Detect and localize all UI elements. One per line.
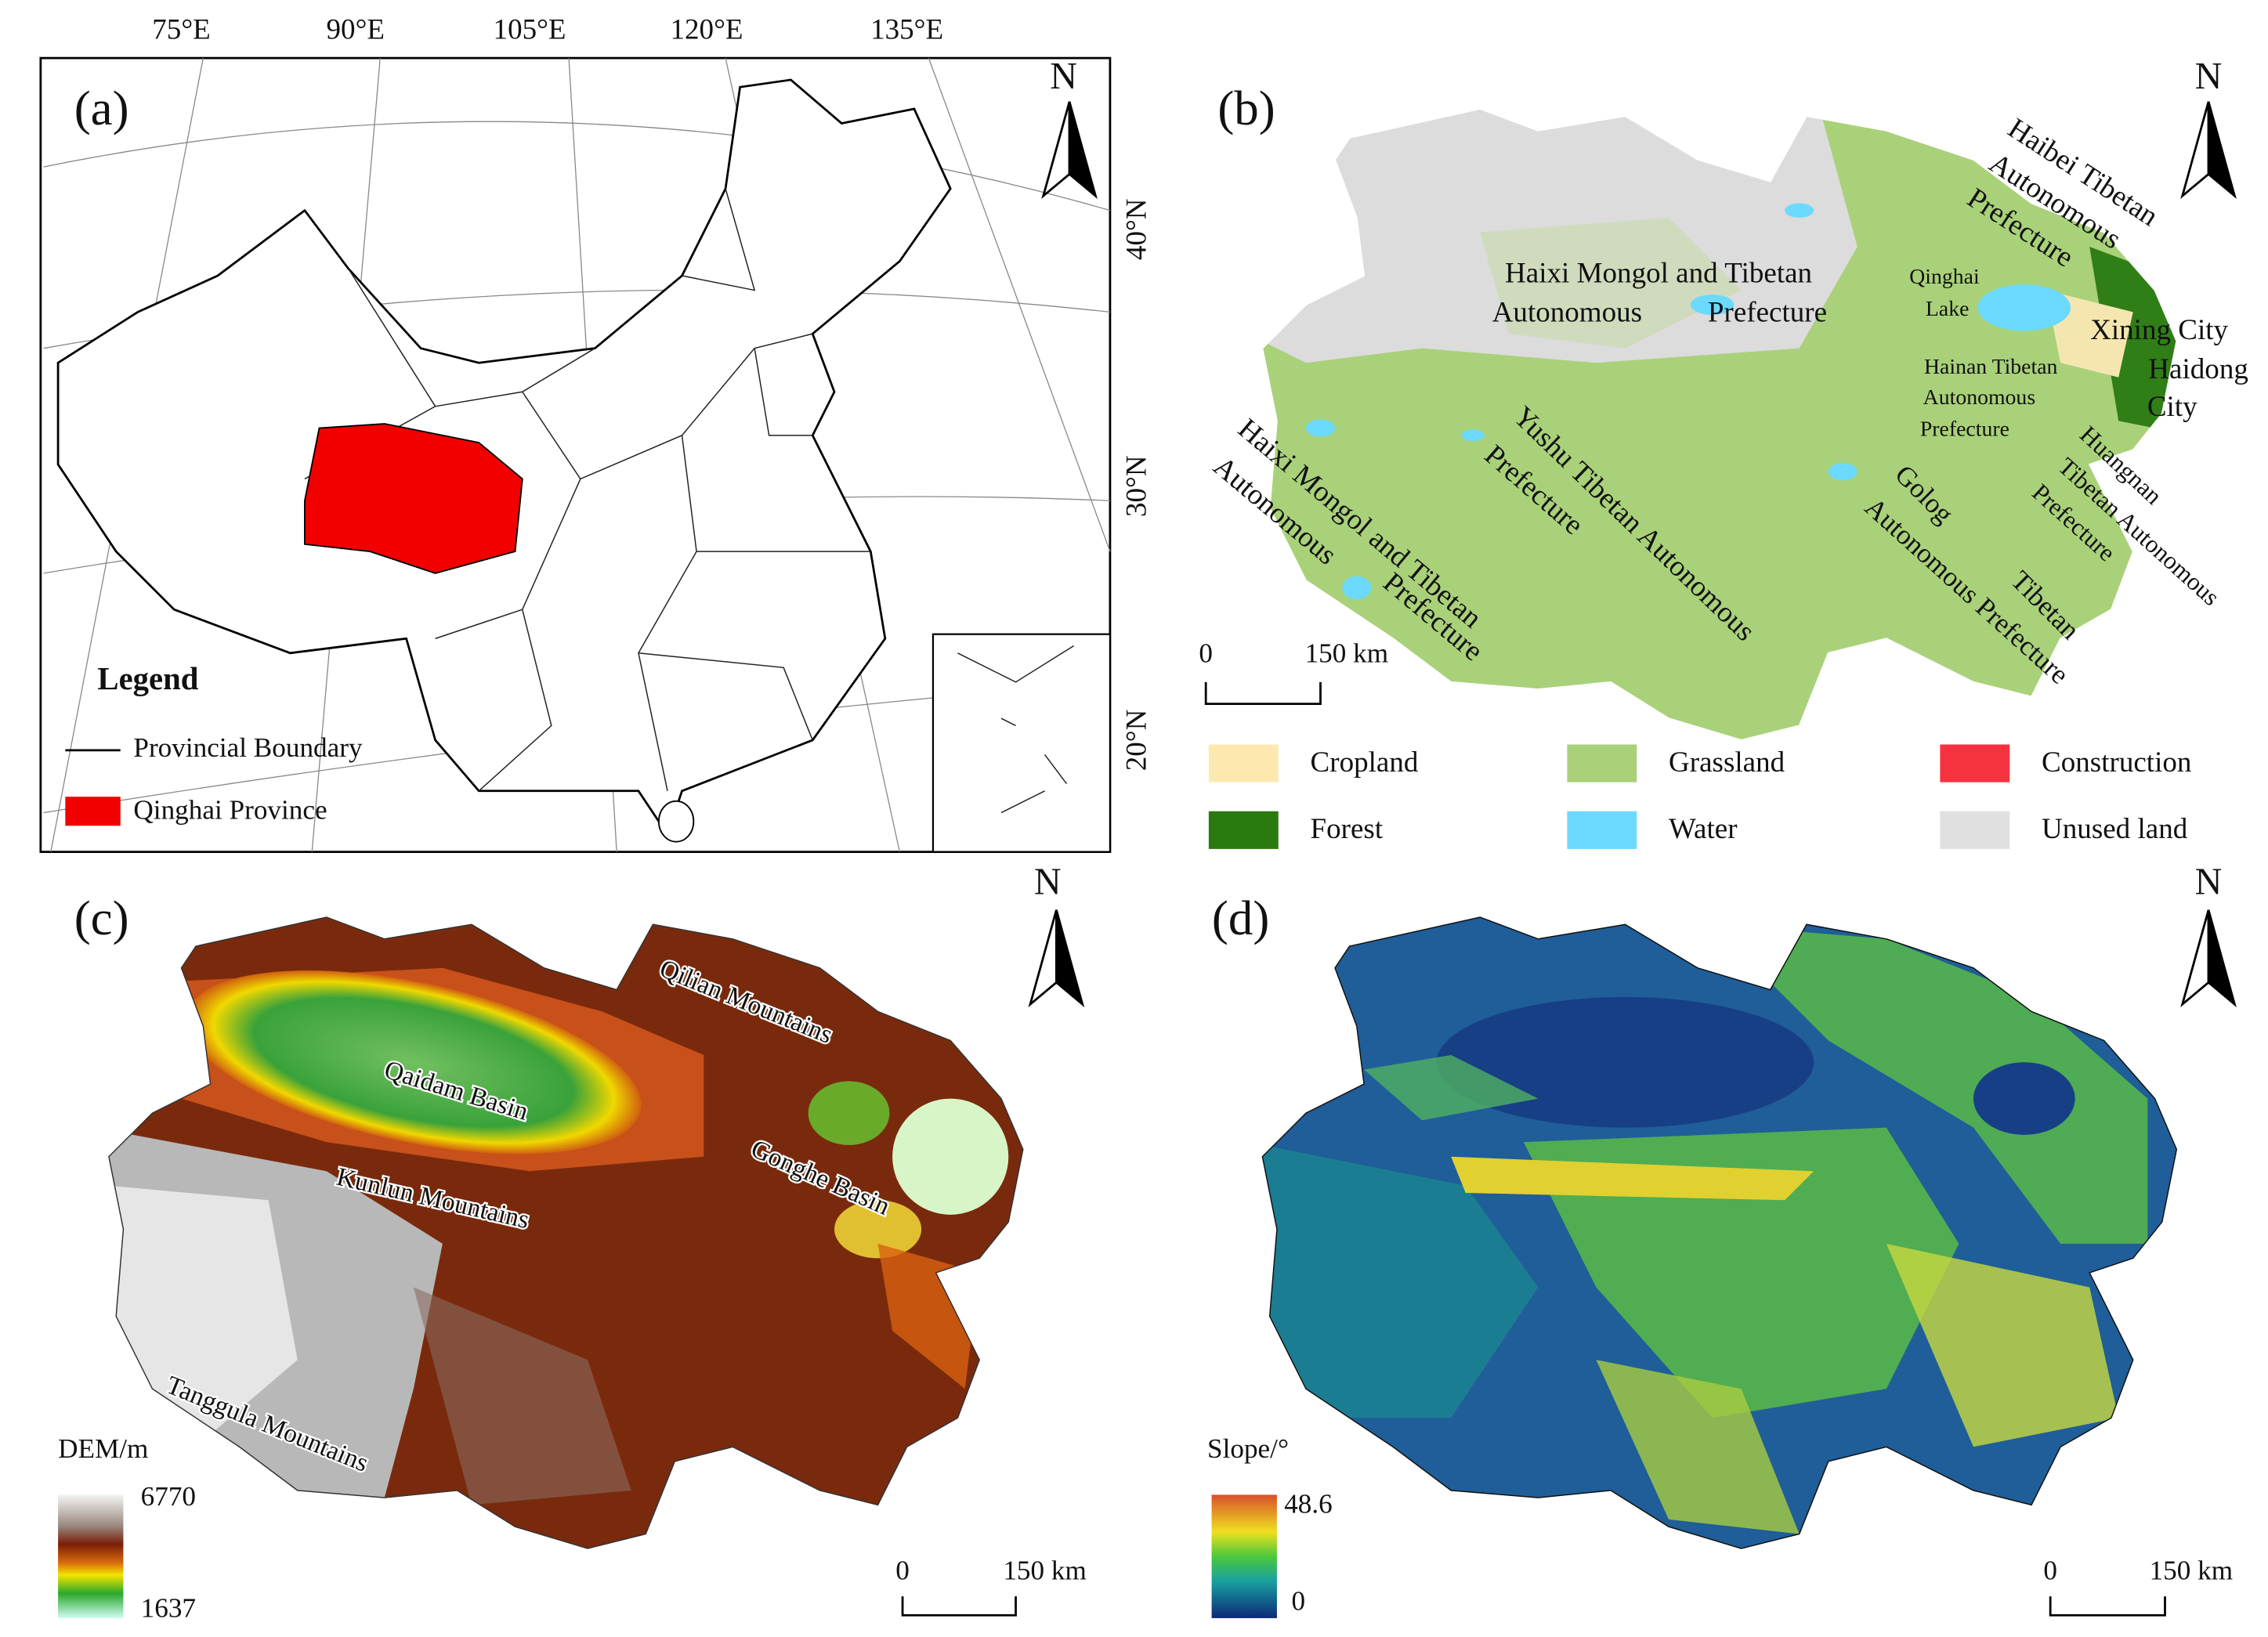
place-label: Autonomous — [1923, 385, 2035, 410]
legend-swatch — [1567, 811, 1637, 849]
longitude-label: 105°E — [494, 13, 566, 45]
place-label: Prefecture — [1708, 297, 1827, 329]
latitude-label: 20°N — [1120, 710, 1152, 772]
north-label: N — [2195, 861, 2223, 902]
place-label: Qinghai — [1909, 265, 1980, 289]
legend-title: Legend — [97, 661, 198, 696]
legend-item: Construction — [2042, 746, 2191, 779]
panel-a: N (a) Legend Provincial Boundary Qinghai… — [39, 13, 1152, 854]
legend-item: Forest — [1311, 813, 1384, 845]
legend-item: Grassland — [1669, 746, 1785, 779]
north-arrow — [2181, 909, 2236, 1006]
longitude-label: 90°E — [327, 13, 385, 45]
scale-label: 0 — [1199, 638, 1213, 669]
longitude-label: 75°E — [152, 13, 210, 45]
place-label: Xining City — [2090, 314, 2228, 346]
place-label: Haixi Mongol and Tibetan — [1505, 258, 1812, 290]
panel-label: (b) — [1217, 81, 1275, 136]
legend-item: Cropland — [1311, 746, 1419, 779]
scale-bar — [901, 1596, 1017, 1617]
panel-d: N (d) Slope/° 48.6 0 0 150 km — [1207, 861, 2236, 1618]
legend-swatch — [65, 797, 121, 826]
legend-swatch — [1567, 744, 1637, 782]
panel-b: N (b) 0 150 km Haixi Mongol and Tibetan A… — [1199, 56, 2248, 849]
colorbar-title: Slope/° — [1207, 1433, 1289, 1464]
colorbar-min: 0 — [1291, 1585, 1305, 1616]
place-label: City — [2147, 391, 2197, 423]
scale-label: 150 km — [1003, 1556, 1087, 1586]
qinghai-province — [304, 423, 523, 574]
scale-label: 150 km — [1305, 638, 1389, 669]
panel-label: (a) — [74, 81, 129, 136]
legend-item: Provincial Boundary — [133, 732, 363, 763]
colorbar-max: 48.6 — [1284, 1488, 1333, 1519]
legend-item: Qinghai Province — [133, 795, 327, 826]
north-arrow — [2181, 100, 2236, 197]
place-label: Haidong — [2148, 353, 2248, 385]
legend: Cropland Grassland Construction Forest Water… — [1208, 744, 2191, 849]
legend-item: Water — [1669, 813, 1738, 845]
colorbar — [58, 1494, 124, 1618]
inset-box — [931, 633, 1112, 853]
legend-swatch — [1940, 811, 2010, 849]
legend-swatch — [1208, 811, 1279, 849]
north-arrow — [1029, 909, 1084, 1006]
hainan-island — [657, 800, 695, 843]
panel-label: (d) — [1212, 891, 1269, 945]
colorbar-title: DEM/m — [58, 1433, 148, 1464]
legend-item: Unused land — [2042, 813, 2188, 845]
north-label: N — [1050, 56, 1077, 97]
place-label: Prefecture — [1920, 417, 2009, 442]
north-label: N — [1034, 861, 1062, 902]
scale-label: 150 km — [2150, 1556, 2234, 1586]
graticule-labels: 75°E 90°E 105°E 120°E 135°E 40°N 30°N 20°N — [152, 13, 1152, 771]
scale-bar — [2049, 1596, 2166, 1617]
latitude-label: 30°N — [1120, 455, 1152, 517]
north-label: N — [2195, 56, 2223, 97]
place-label: Lake — [1926, 297, 1969, 321]
legend-swatch — [1940, 744, 2010, 782]
scale-bar — [1204, 681, 1322, 706]
colorbar-min: 1637 — [141, 1593, 196, 1624]
provincial-boundaries — [304, 188, 871, 792]
panel-c: N (c) DEM/m 6770 1637 0 150 km Qilian Mo… — [58, 861, 1087, 1624]
panel-label: (c) — [74, 891, 129, 945]
place-label: Autonomous — [1492, 297, 1642, 329]
legend-swatch — [1208, 744, 1279, 782]
place-label: Hainan Tibetan — [1924, 355, 2058, 379]
colorbar-max: 6770 — [141, 1481, 196, 1512]
longitude-label: 120°E — [671, 13, 743, 45]
colorbar — [1211, 1494, 1277, 1618]
scale-label: 0 — [895, 1556, 910, 1586]
inset-islands — [957, 645, 1075, 814]
longitude-label: 135°E — [870, 13, 943, 45]
latitude-label: 40°N — [1120, 198, 1152, 260]
scale-label: 0 — [2043, 1556, 2057, 1586]
